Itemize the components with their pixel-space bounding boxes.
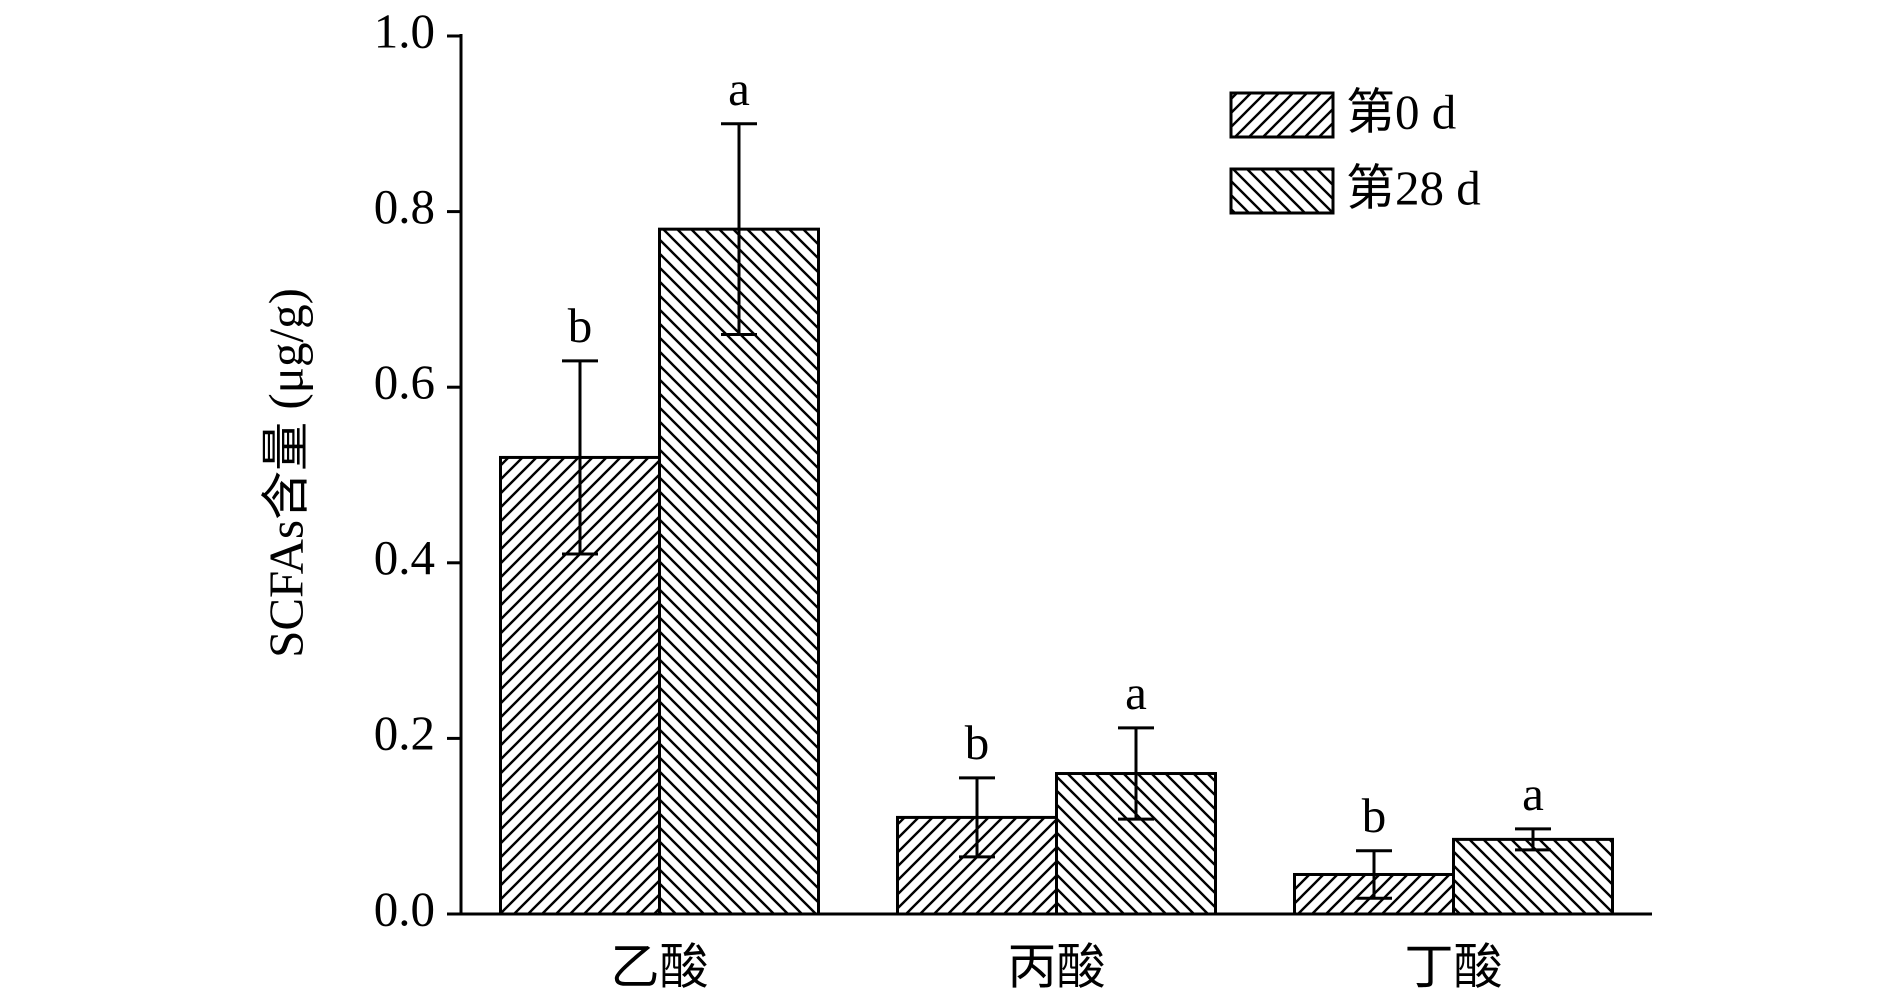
y-tick-label: 0.8 [374, 179, 435, 234]
bar [1452, 837, 1614, 916]
significance-label: b [1362, 788, 1387, 843]
y-tick-label: 0.6 [374, 354, 435, 409]
x-tick-label: 丁酸 [1404, 939, 1502, 994]
significance-label: b [965, 715, 990, 770]
y-tick-label: 1.0 [374, 3, 435, 58]
y-axis-label: SCFAs含量 (μg/g) [258, 288, 313, 658]
significance-label: a [728, 61, 750, 116]
y-tick-label: 0.4 [374, 530, 435, 585]
significance-label: a [1125, 665, 1147, 720]
legend-swatch [1229, 91, 1335, 139]
legend-swatch [1229, 167, 1335, 215]
x-tick-label: 乙酸 [610, 939, 708, 994]
error-bar [562, 359, 598, 556]
x-tick-label: 丙酸 [1007, 939, 1105, 994]
y-tick-label: 0.2 [374, 706, 435, 761]
bar [658, 227, 820, 916]
error-bar [721, 122, 757, 337]
legend-label: 第0 d [1346, 84, 1456, 139]
significance-label: b [568, 298, 593, 353]
y-tick-label: 0.0 [374, 881, 435, 936]
error-bar [1515, 827, 1551, 852]
error-bar [1356, 849, 1392, 900]
error-bar [959, 776, 995, 859]
significance-label: a [1522, 766, 1544, 821]
error-bar [1118, 726, 1154, 821]
legend-label: 第28 d [1346, 160, 1481, 215]
